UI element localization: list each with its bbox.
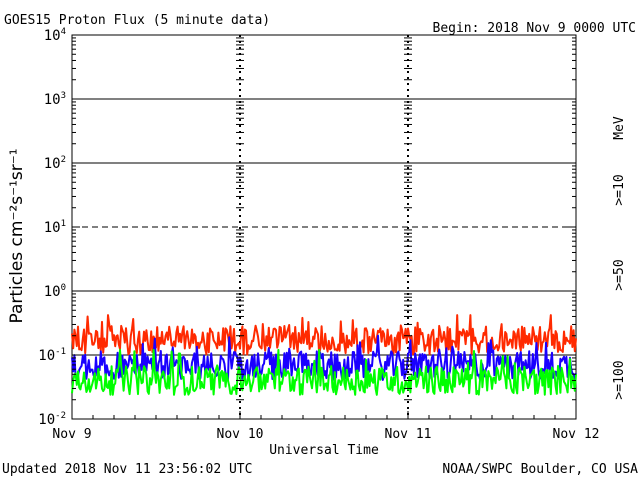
- x-tick-label: Nov 9: [52, 427, 91, 442]
- y-tick-label: 10-1: [38, 347, 66, 364]
- series-line: [71, 314, 577, 356]
- x-tick-label: Nov 12: [553, 427, 600, 442]
- y-tick-label: 103: [44, 91, 66, 108]
- x-tick-label: Nov 11: [385, 427, 432, 442]
- legend-series-label: >=50: [612, 259, 627, 290]
- updated-time: Updated 2018 Nov 11 23:56:02 UTC: [2, 462, 252, 477]
- x-tick-label: Nov 10: [217, 427, 264, 442]
- y-tick-label: 100: [44, 283, 66, 300]
- legend-series-label: >=10: [612, 174, 627, 205]
- gridlines: [72, 98, 576, 356]
- y-axis-ticks: 104 103 102 101 100 10-1 10-2: [38, 27, 576, 428]
- legend-unit: MeV: [612, 116, 627, 140]
- y-tick-label: 101: [44, 219, 66, 236]
- x-axis-ticks: Nov 9 Nov 10 Nov 11 Nov 12: [52, 411, 599, 442]
- series-line: [71, 348, 577, 396]
- chart-title: GOES15 Proton Flux (5 minute data): [4, 13, 270, 28]
- legend-series-label: >=100: [612, 360, 627, 399]
- legend: >=10 >=50 >=100 MeV: [612, 116, 627, 399]
- series-line: [71, 334, 577, 381]
- y-axis-label: Particles cm⁻²s⁻¹sr⁻¹: [7, 148, 27, 323]
- y-tick-label: 102: [44, 155, 66, 172]
- y-tick-label: 104: [44, 27, 66, 44]
- flux-series: [71, 314, 577, 396]
- x-axis-label: Universal Time: [269, 443, 379, 458]
- begin-time: Begin: 2018 Nov 9 0000 UTC: [433, 21, 637, 36]
- y-tick-label: 10-2: [38, 411, 66, 428]
- data-source: NOAA/SWPC Boulder, CO USA: [442, 462, 638, 477]
